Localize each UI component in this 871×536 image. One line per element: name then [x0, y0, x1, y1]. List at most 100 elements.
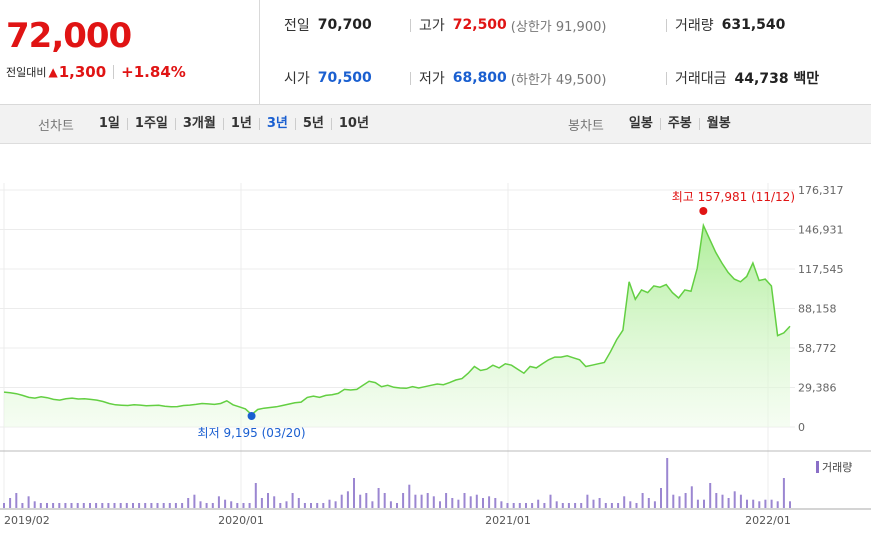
volume-bar	[46, 503, 48, 508]
volume-bar	[457, 499, 460, 508]
volume-bar	[322, 503, 325, 508]
volume-bar	[199, 501, 202, 508]
volume-bar	[162, 503, 165, 508]
volume-bar	[776, 501, 779, 508]
divider	[666, 18, 667, 32]
volume-bar	[641, 493, 644, 508]
line-chart-periods: 선차트 1일 1주일 3개월 1년 3년 5년 10년	[38, 105, 376, 143]
change-row: 전일대비 ▲ 1,300 +1.84%	[6, 63, 186, 81]
volume-bar	[715, 493, 718, 508]
period-5y-button[interactable]: 5년	[294, 117, 331, 130]
volume-bar	[353, 478, 355, 508]
volume-bar	[746, 499, 748, 508]
volume-bar	[254, 483, 257, 508]
volume-bar	[230, 501, 233, 508]
volume-bar	[174, 503, 177, 508]
volume-bar	[696, 499, 699, 508]
x-tick-label: 2022/01	[745, 514, 791, 527]
line-chart-label: 선차트	[38, 118, 74, 134]
period-10y-button[interactable]: 10년	[330, 117, 376, 130]
volume-bar	[733, 491, 736, 508]
period-1w-button[interactable]: 1주일	[126, 117, 175, 130]
volume-bar	[482, 498, 484, 508]
volume-bar	[9, 498, 12, 508]
volume-bar	[371, 501, 374, 508]
volume-bar	[592, 499, 595, 508]
price-box: 72,000 전일대비 ▲ 1,300 +1.84%	[0, 0, 260, 104]
volume-bar	[58, 503, 61, 508]
volume-bar	[297, 498, 300, 508]
stat-open: 시가 70,500	[284, 68, 372, 88]
volume-legend-label: 거래량	[822, 461, 852, 474]
volume-bar	[21, 503, 24, 508]
period-3y-button[interactable]: 3년	[258, 117, 295, 130]
volume-bar	[537, 499, 540, 508]
volume-bar	[629, 501, 632, 508]
candle-monthly-button[interactable]: 월봉	[698, 117, 738, 130]
candle-chart-label: 봉차트	[568, 118, 604, 134]
volume-bar	[500, 501, 503, 508]
volume-bar	[610, 503, 613, 508]
candle-weekly-button[interactable]: 주봉	[659, 117, 699, 130]
stats-grid: 전일 70,700 고가 72,500 (상한가 91,900) 거래량 631…	[260, 0, 871, 104]
volume-bar	[76, 503, 79, 508]
volume-bar	[598, 498, 601, 508]
volume-bar	[752, 499, 755, 508]
volume-bar	[211, 503, 214, 508]
volume-bar	[525, 503, 527, 508]
period-1y-button[interactable]: 1년	[222, 117, 259, 130]
volume-bar	[285, 501, 288, 508]
y-tick-label: 117,545	[798, 263, 844, 276]
stat-value: 70,700	[317, 17, 372, 33]
volume-bar	[727, 498, 730, 508]
volume-bar	[635, 503, 638, 508]
stat-prev-close: 전일 70,700	[284, 15, 372, 35]
volume-bar	[125, 503, 128, 508]
y-tick-label: 58,772	[798, 342, 837, 355]
volume-bar	[70, 503, 73, 508]
y-tick-label: 176,317	[798, 184, 844, 197]
volume-bar	[574, 503, 577, 508]
volume-bar	[340, 494, 343, 508]
candle-daily-button[interactable]: 일봉	[628, 116, 653, 131]
price-line	[3, 222, 791, 416]
volume-bar	[426, 493, 429, 508]
volume-bar	[52, 503, 55, 508]
up-arrow-icon: ▲	[48, 65, 58, 79]
volume-bar	[475, 494, 478, 508]
volume-bar	[15, 493, 18, 508]
volume-bar	[531, 503, 534, 508]
stat-label: 전일	[284, 18, 310, 34]
volume-bar	[377, 488, 380, 508]
period-3m-button[interactable]: 3개월	[174, 117, 223, 130]
max-annotation: 최고 157,981 (11/12)	[672, 190, 795, 204]
volume-bar	[721, 494, 724, 508]
volume-bar	[310, 503, 312, 508]
volume-bar	[334, 501, 337, 508]
stat-value: 68,800	[452, 70, 507, 86]
volume-bar	[303, 503, 306, 508]
y-tick-label: 0	[798, 421, 805, 434]
volume-legend-swatch	[816, 461, 819, 473]
stat-label: 저가	[419, 71, 445, 87]
volume-bar	[469, 496, 472, 508]
volume-bar	[672, 494, 675, 508]
volume-bar	[586, 494, 589, 508]
volume-bar	[506, 503, 509, 508]
volume-bar	[359, 494, 362, 508]
volume-bar	[709, 483, 712, 508]
period-1d-button[interactable]: 1일	[98, 116, 120, 131]
volume-bar	[408, 484, 411, 508]
stock-summary-panel: 72,000 전일대비 ▲ 1,300 +1.84% 전일 70,700 고가 …	[0, 0, 871, 105]
stat-value: 44,738 백만	[734, 71, 820, 87]
volume-bar	[739, 494, 742, 508]
stat-amount: 거래대금 44,738 백만	[666, 68, 819, 88]
volume-bar	[217, 496, 220, 508]
price-chart: 176,317 146,931 117,545 88,158 58,772 29,386 0…	[0, 183, 871, 527]
volume-bar	[567, 503, 570, 508]
stat-label: 거래량	[675, 18, 714, 34]
volume-bar	[512, 503, 515, 508]
volume-bar	[132, 503, 134, 508]
volume-bar	[205, 503, 208, 508]
stat-label: 거래대금	[675, 71, 727, 87]
